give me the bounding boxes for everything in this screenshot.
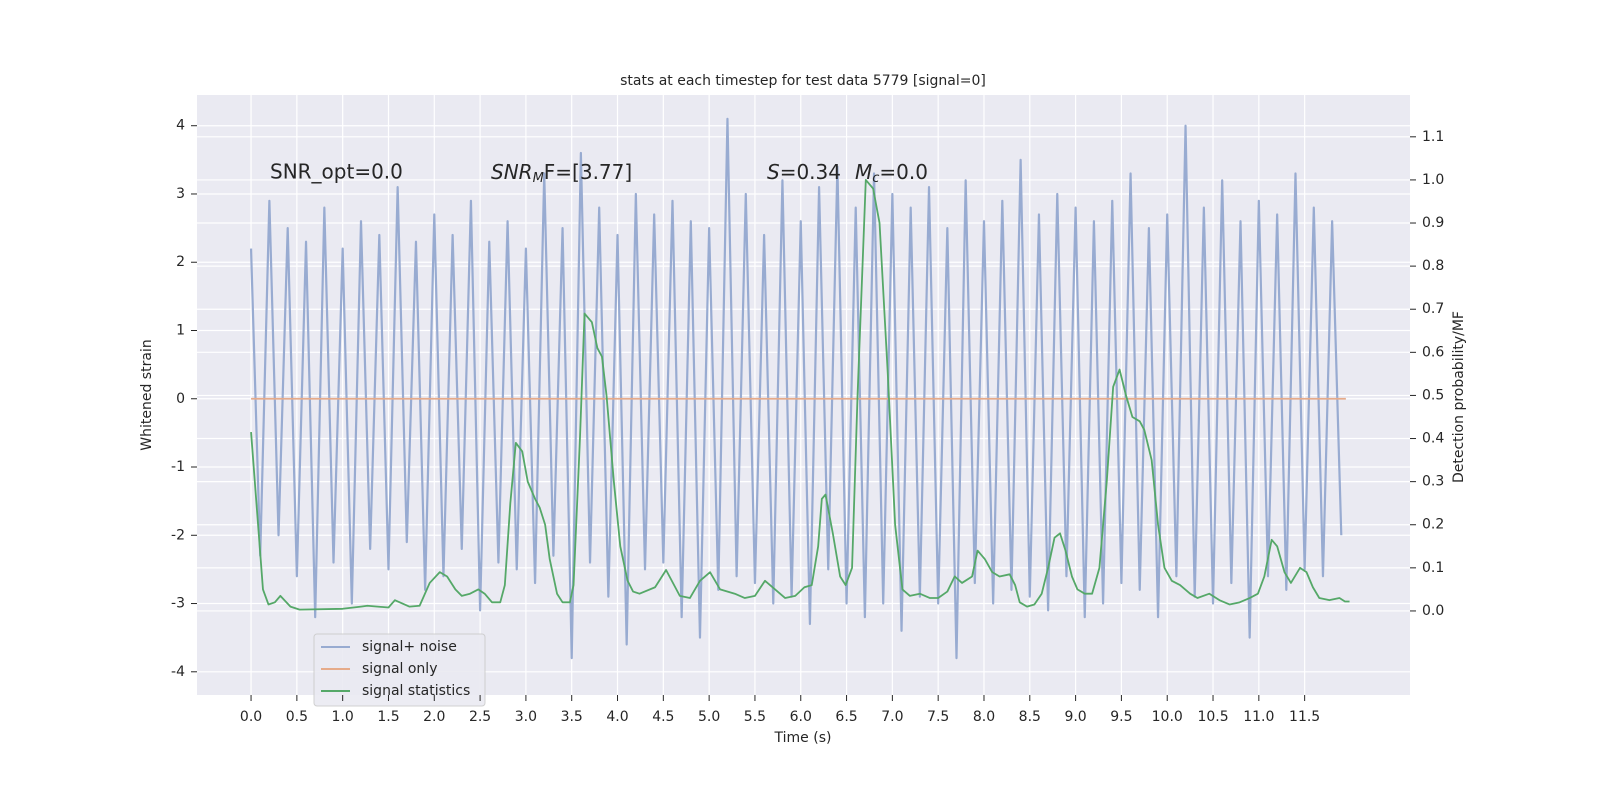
y2-tick-label: 0.5 — [1422, 387, 1444, 403]
y2-tick-label: 1.1 — [1422, 129, 1444, 145]
annotation-part: F=[3.77] — [544, 160, 632, 184]
y2-tick-label: 0.6 — [1422, 344, 1444, 360]
y2-axis-label: Detection probability/MF — [1451, 311, 1467, 483]
x-tick-label: 1.5 — [377, 709, 399, 725]
legend-label: signal only — [362, 661, 437, 677]
y2-tick-label: 0.0 — [1422, 603, 1444, 619]
annotation-part: SNR — [491, 160, 533, 184]
x-tick-label: 8.0 — [973, 709, 995, 725]
x-tick-label: 5.0 — [698, 709, 720, 725]
x-tick-label: 6.5 — [835, 709, 857, 725]
x-axis-label: Time (s) — [774, 730, 832, 746]
y2-tick-label: 1.0 — [1422, 172, 1444, 188]
x-tick-label: 1.0 — [332, 709, 354, 725]
annotation-part: =0.0 — [879, 160, 928, 184]
legend: signal+ noise signal only signal statistic… — [313, 633, 486, 707]
x-tick-label: 10.0 — [1152, 709, 1183, 725]
x-tick-label: 4.0 — [606, 709, 628, 725]
x-tick-label: 7.0 — [881, 709, 903, 725]
annotation-part: M — [855, 160, 872, 184]
x-tick-label: 3.0 — [515, 709, 537, 725]
y-tick-label: -1 — [171, 459, 185, 475]
x-tick-label: 9.5 — [1110, 709, 1132, 725]
x-tick-label: 10.5 — [1197, 709, 1228, 725]
y-tick-label: 1 — [176, 322, 185, 338]
x-tick-label: 2.0 — [423, 709, 445, 725]
x-tick-label: 5.5 — [744, 709, 766, 725]
series-line — [250, 179, 1350, 611]
x-tick-label: 4.5 — [652, 709, 674, 725]
y-tick-label: 0 — [176, 391, 185, 407]
x-tick-label: 11.0 — [1243, 709, 1274, 725]
y2-tick-label: 0.8 — [1422, 258, 1444, 274]
y2-tick-label: 0.1 — [1422, 560, 1444, 576]
y-tick-label: -4 — [171, 664, 185, 680]
y2-tick-label: 0.2 — [1422, 517, 1444, 533]
annotation-part: =0.34 — [780, 160, 841, 184]
chart-title: stats at each timestep for test data 577… — [620, 73, 986, 89]
grid — [197, 95, 1410, 695]
y2-tick-label: 0.3 — [1422, 474, 1444, 490]
annotation-part: c — [872, 171, 879, 186]
x-tick-label: 0.0 — [240, 709, 262, 725]
x-tick-label: 0.5 — [286, 709, 308, 725]
x-tick-label: 2.5 — [469, 709, 491, 725]
legend-box — [313, 633, 486, 707]
x-tick-label: 8.5 — [1019, 709, 1041, 725]
y2-tick-label: 0.9 — [1422, 215, 1444, 231]
y2-tick-label: 0.4 — [1422, 431, 1444, 447]
annotation-part: M — [533, 171, 544, 186]
x-tick-label: 9.0 — [1064, 709, 1086, 725]
y2-tick-label: 0.7 — [1422, 301, 1444, 317]
x-tick-label: 11.5 — [1289, 709, 1320, 725]
legend-label: signal+ noise — [362, 639, 457, 655]
y-tick-label: -2 — [171, 527, 185, 543]
x-tick-label: 7.5 — [927, 709, 949, 725]
x-tick-label: 6.0 — [790, 709, 812, 725]
y-tick-label: -3 — [171, 596, 185, 612]
annotation: S=0.34 Mc=0.0 — [767, 160, 928, 186]
y-tick-label: 4 — [176, 118, 185, 134]
annotation: SNR_opt=0.0 — [270, 160, 403, 184]
y-tick-label: 3 — [176, 186, 185, 202]
annotation-part: S — [767, 160, 780, 184]
y-axis-label: Whitened strain — [139, 339, 155, 450]
series-line — [249, 117, 1343, 660]
legend-label: signal statistics — [362, 683, 470, 699]
marks — [249, 117, 1350, 660]
x-tick-label: 3.5 — [561, 709, 583, 725]
annotation: SNRMF=[3.77] — [491, 160, 632, 186]
y-tick-label: 2 — [176, 254, 185, 270]
